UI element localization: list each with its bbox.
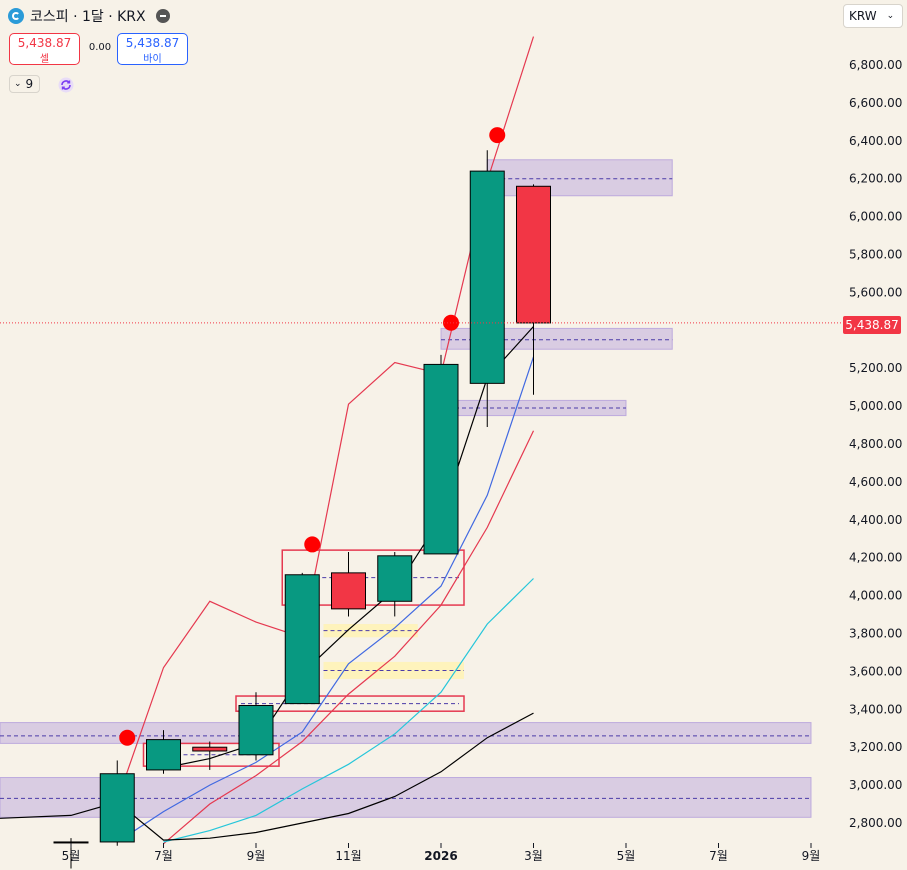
- time-tick-label: 3월: [524, 849, 543, 863]
- indicator-count: 9: [25, 77, 34, 91]
- indicators-toggle[interactable]: ⌄ 9: [9, 75, 40, 93]
- collapse-legend-icon[interactable]: [155, 9, 170, 23]
- price-tick-label: 4,400.00: [849, 513, 902, 527]
- time-axis[interactable]: 5월 7월 9월 11월 2026 3월 5월 7월 9월: [62, 843, 821, 863]
- time-tick-label: 7월: [709, 849, 728, 863]
- symbol-legend: 코스피 · 1달 · KRX: [8, 6, 170, 26]
- buy-button[interactable]: 5,438.87 바이: [117, 33, 188, 65]
- chevron-down-icon: ⌄: [886, 11, 895, 21]
- candle-body[interactable]: [423, 363, 459, 555]
- currency-select[interactable]: KRW ⌄: [843, 4, 903, 28]
- indicator-line-1: [116, 36, 535, 801]
- price-tick-label: 5,800.00: [849, 248, 902, 262]
- price-tick-label: 3,600.00: [849, 664, 902, 678]
- time-tick-label: 11월: [335, 849, 361, 863]
- supply-demand-zone: [0, 777, 812, 818]
- time-tick-label: 5월: [62, 849, 81, 863]
- candle-body[interactable]: [99, 773, 135, 843]
- time-tick-label: 9월: [802, 849, 821, 863]
- price-tick-label: 6,800.00: [849, 58, 902, 72]
- price-tick-label: 3,000.00: [849, 778, 902, 792]
- price-tick-label: 5,600.00: [849, 285, 902, 299]
- time-tick-label: 2026: [424, 849, 457, 863]
- candle-body[interactable]: [192, 746, 228, 752]
- marker-layer: [119, 127, 506, 746]
- order-block-box: [142, 742, 280, 767]
- price-tick-label: 4,600.00: [849, 475, 902, 489]
- indicator-line-4: [163, 578, 534, 843]
- supply-demand-zone: [0, 722, 812, 744]
- symbol-title[interactable]: 코스피 · 1달 · KRX: [30, 9, 146, 25]
- price-tick-label: 6,600.00: [849, 96, 902, 110]
- price-tick-label: 2,800.00: [849, 816, 902, 830]
- price-tick-label: 5,000.00: [849, 399, 902, 413]
- price-tick-label: 4,200.00: [849, 551, 902, 565]
- refresh-icon[interactable]: [58, 77, 74, 93]
- current-price-label: 5,438.87: [843, 316, 901, 334]
- order-block-box: [235, 695, 465, 712]
- supply-demand-zone: [486, 159, 673, 197]
- currency-value: KRW: [849, 9, 877, 23]
- candle-body[interactable]: [284, 574, 320, 705]
- chevron-down-icon: ⌄: [14, 79, 22, 89]
- swing-high-marker: [304, 536, 321, 553]
- candle-body[interactable]: [53, 841, 89, 844]
- swing-high-marker: [119, 729, 136, 746]
- sell-label: 셀: [39, 54, 50, 65]
- buy-price: 5,438.87: [125, 36, 180, 50]
- price-tick-label: 6,000.00: [849, 210, 902, 224]
- sell-button[interactable]: 5,438.87 셀: [9, 33, 80, 65]
- candle-body[interactable]: [469, 170, 505, 384]
- candle-layer[interactable]: [53, 150, 551, 869]
- fair-value-gap-zone: [323, 624, 418, 638]
- candle-body[interactable]: [377, 555, 413, 602]
- indicator-line-2: [163, 430, 535, 845]
- zone-layer: [0, 159, 812, 818]
- time-tick-label: 7월: [154, 849, 173, 863]
- time-tick-label: 9월: [247, 849, 266, 863]
- time-tick-label: 5월: [617, 849, 636, 863]
- candle-body[interactable]: [146, 739, 181, 771]
- price-tick-label: 4,000.00: [849, 589, 902, 603]
- spread-value: 0.00: [88, 42, 112, 53]
- price-axis[interactable]: 6,800.00 6,600.00 6,400.00 6,200.00 6,000.00…: [849, 58, 902, 830]
- candle-body[interactable]: [238, 705, 274, 756]
- price-tick-label: 6,200.00: [849, 172, 902, 186]
- price-tick-label: 5,200.00: [849, 361, 902, 375]
- buy-label: 바이: [143, 54, 162, 65]
- indicator-line-3: [116, 356, 535, 843]
- candle-body[interactable]: [331, 572, 366, 610]
- indicator-lines: [0, 36, 535, 845]
- candle-body[interactable]: [516, 185, 551, 324]
- price-tick-label: 4,800.00: [849, 437, 902, 451]
- swing-high-marker: [489, 127, 506, 144]
- annotation-layer: [142, 549, 465, 767]
- price-tick-label: 3,800.00: [849, 627, 902, 641]
- price-tick-label: 3,200.00: [849, 740, 902, 754]
- price-tick-label: 6,400.00: [849, 134, 902, 148]
- price-tick-label: 3,400.00: [849, 702, 902, 716]
- sell-price: 5,438.87: [17, 36, 72, 50]
- indicator-line-6: [163, 326, 534, 769]
- order-block-box: [281, 549, 465, 606]
- symbol-logo-icon: [8, 8, 24, 24]
